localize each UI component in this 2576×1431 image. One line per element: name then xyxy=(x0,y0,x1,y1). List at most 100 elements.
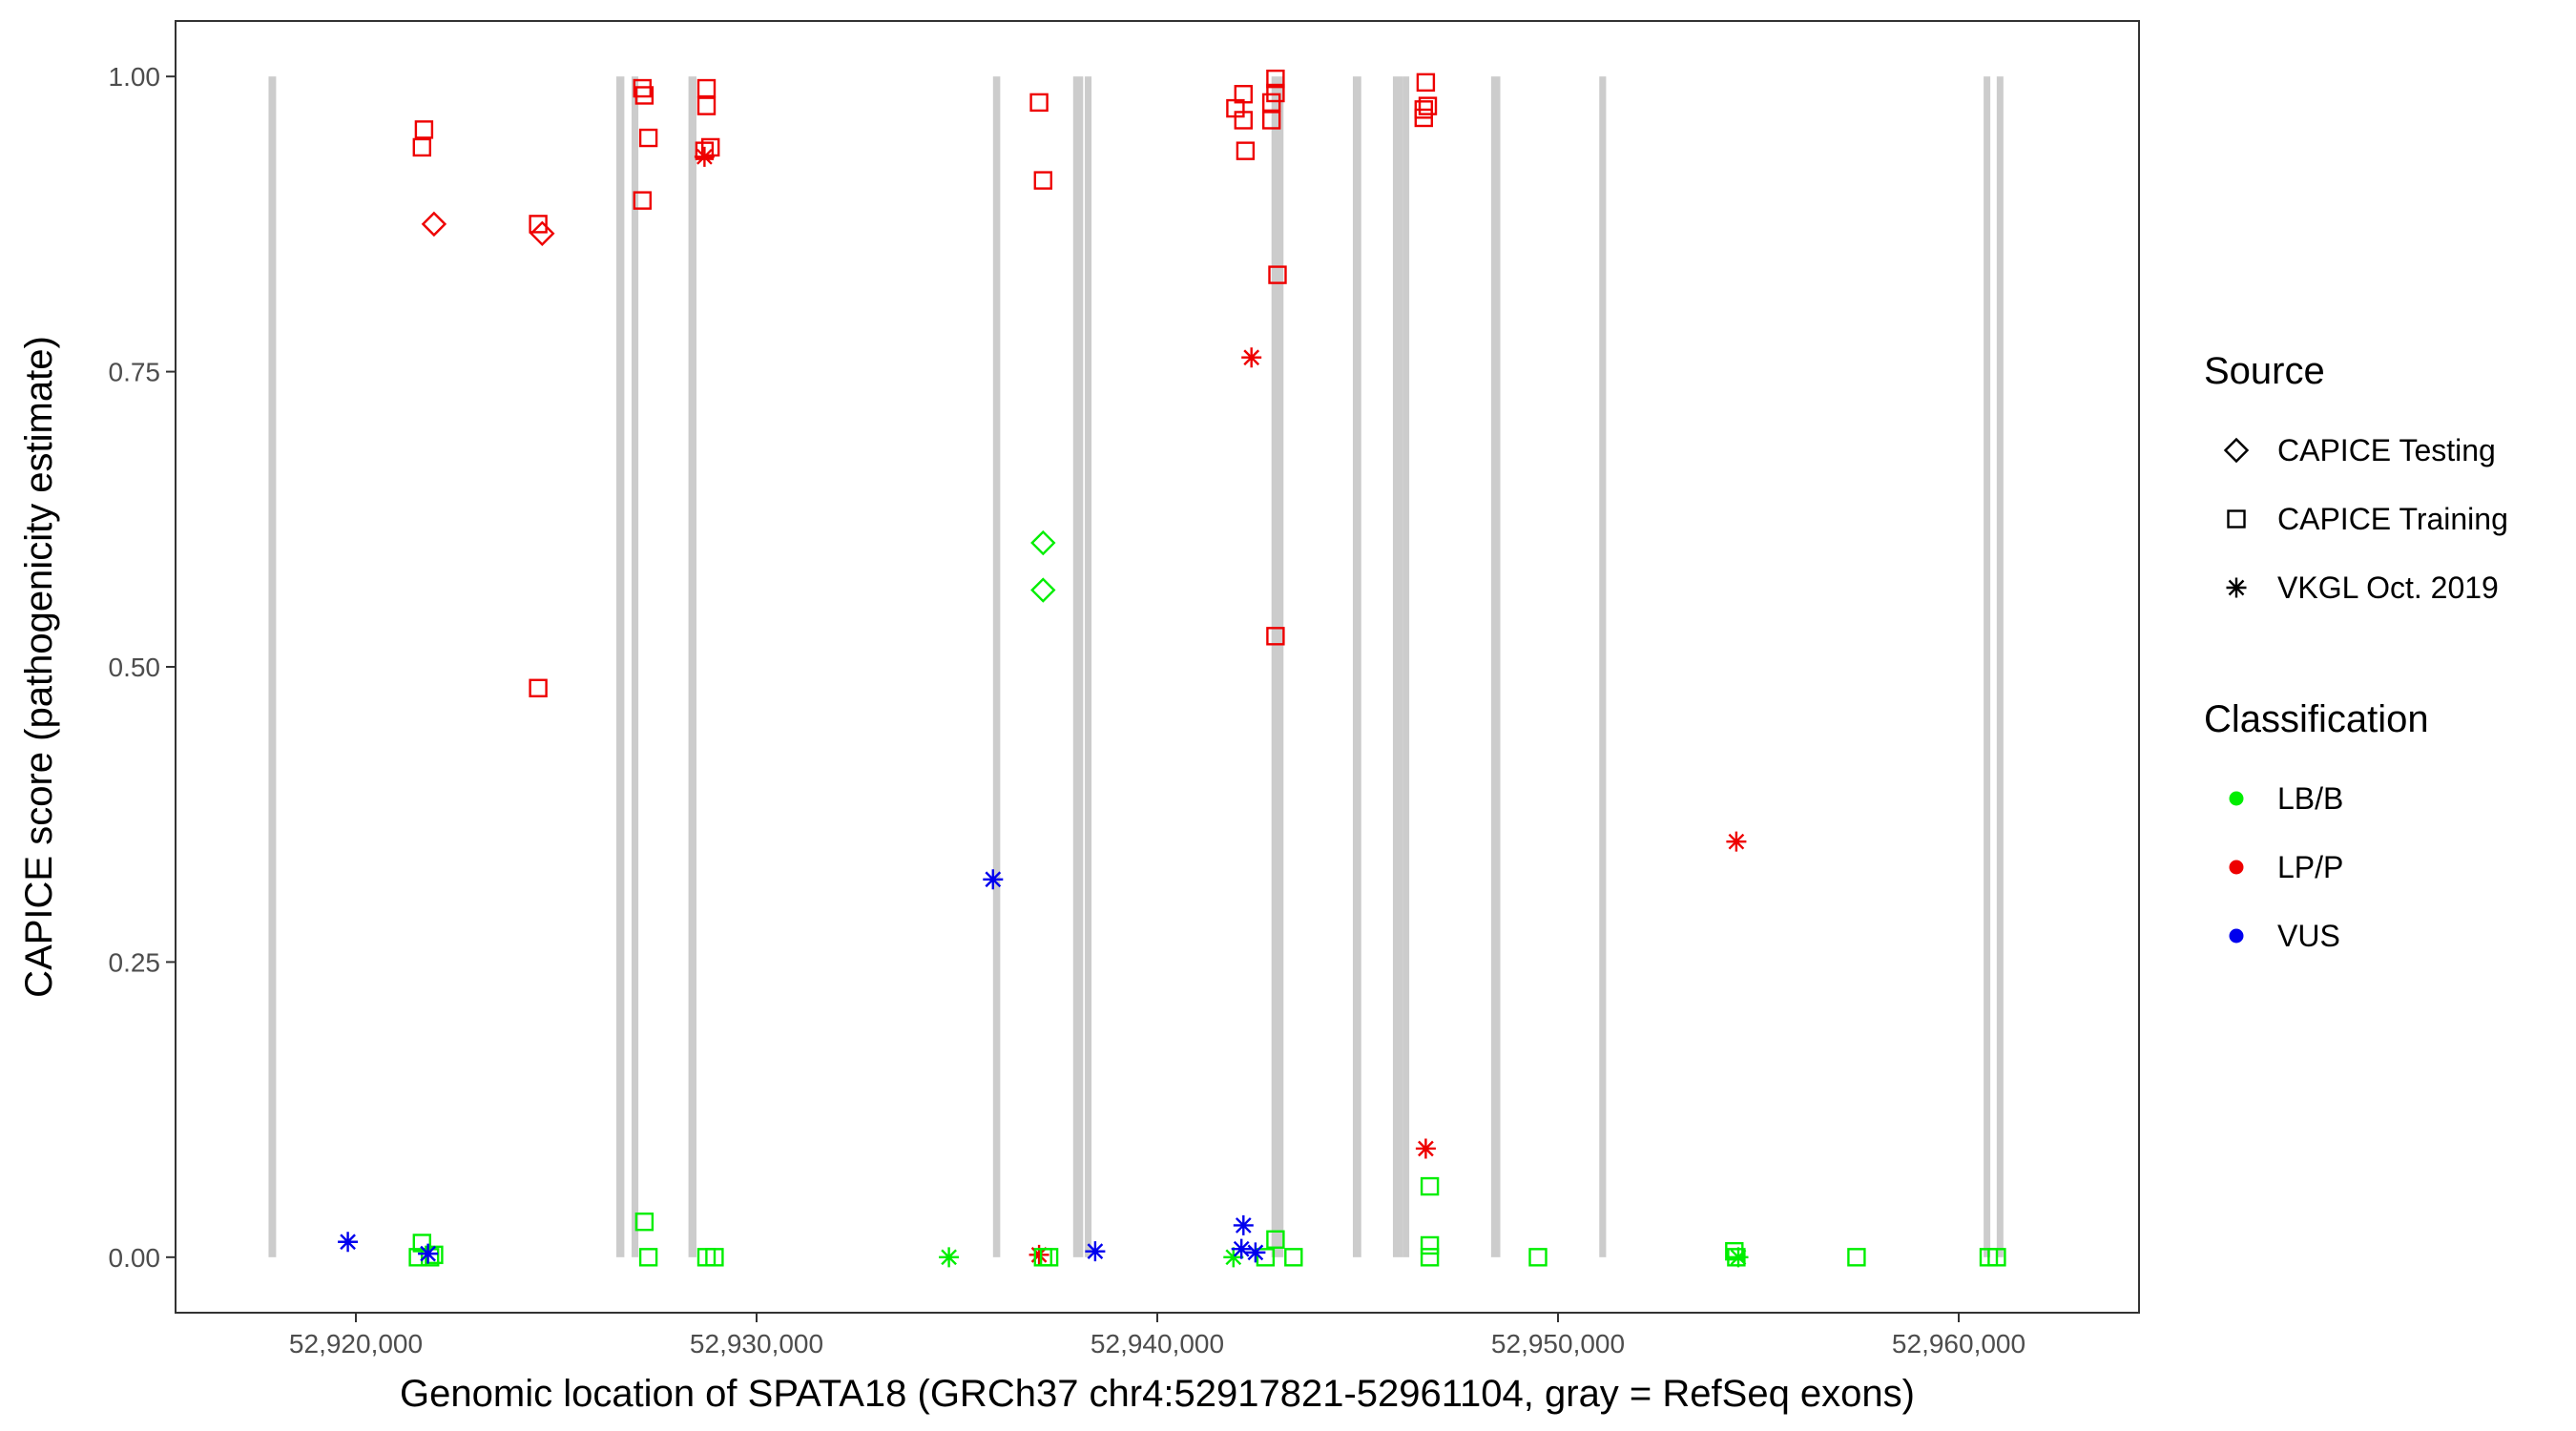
exon-band-12 xyxy=(1490,76,1501,1257)
legend-title: Source xyxy=(2204,350,2325,392)
data-point-11 xyxy=(696,78,717,98)
legend-label: LB/B xyxy=(2277,781,2343,816)
x-tick-label: 52,930,000 xyxy=(690,1329,823,1358)
legend-label: CAPICE Testing xyxy=(2277,433,2496,467)
data-point-26 xyxy=(1268,265,1287,284)
exon-band-2 xyxy=(616,76,625,1257)
data-point-68 xyxy=(1231,1238,1252,1259)
data-point-32 xyxy=(1414,108,1434,128)
data-point-40 xyxy=(421,1248,440,1267)
legend-key-dot xyxy=(2229,860,2244,875)
data-point-10 xyxy=(633,191,652,210)
legend-key-asterisk xyxy=(2226,577,2247,598)
exon-band-1 xyxy=(268,76,277,1257)
data-point-54 xyxy=(1420,1235,1440,1255)
data-point-66 xyxy=(1085,1241,1106,1262)
exon-band-14 xyxy=(1984,76,1991,1257)
data-point-65 xyxy=(983,869,1004,890)
data-point-63 xyxy=(338,1232,359,1253)
data-point-56 xyxy=(1528,1248,1548,1267)
data-point-6 xyxy=(529,678,548,697)
data-point-62 xyxy=(1987,1248,2006,1267)
legend-title: Classification xyxy=(2204,698,2429,740)
data-point-22 xyxy=(1266,69,1285,89)
x-tick-label: 52,920,000 xyxy=(289,1329,423,1358)
data-point-60 xyxy=(1847,1248,1866,1267)
exon-band-11 xyxy=(1402,76,1410,1257)
x-tick-label: 52,960,000 xyxy=(1892,1329,2025,1358)
data-points xyxy=(338,69,2006,1268)
data-point-27 xyxy=(1266,627,1285,646)
data-point-37 xyxy=(1030,577,1056,603)
data-point-8 xyxy=(634,86,654,105)
data-point-15 xyxy=(694,146,715,167)
data-point-24 xyxy=(1261,93,1281,113)
data-point-23 xyxy=(1266,83,1285,103)
exon-band-6 xyxy=(1072,76,1084,1257)
data-point-1 xyxy=(414,120,434,139)
data-point-28 xyxy=(1241,347,1262,368)
exon-band-3 xyxy=(631,76,639,1257)
data-point-12 xyxy=(696,96,717,115)
data-point-2 xyxy=(412,137,431,157)
data-point-34 xyxy=(1726,831,1747,852)
data-point-53 xyxy=(1420,1176,1440,1196)
exon-band-8 xyxy=(1271,76,1284,1257)
data-point-30 xyxy=(1418,96,1438,115)
data-point-69 xyxy=(1245,1242,1266,1263)
data-point-35 xyxy=(1028,1244,1049,1265)
legend: Source CAPICE Testing CAPICE Training VKGL … xyxy=(2204,350,2508,953)
data-point-13 xyxy=(701,137,720,157)
y-tick-label: 0.00 xyxy=(109,1243,161,1273)
data-point-52 xyxy=(1284,1248,1303,1267)
data-point-36 xyxy=(1030,529,1056,556)
x-axis: 52,920,000 52,930,000 52,940,000 52,950,000… xyxy=(289,1313,2025,1358)
data-point-33 xyxy=(1415,1138,1436,1159)
y-axis: 0.00 0.25 0.50 0.75 1.00 xyxy=(109,62,176,1273)
data-point-46 xyxy=(939,1247,960,1268)
exon-band-9 xyxy=(1352,76,1361,1257)
y-tick-label: 0.25 xyxy=(109,947,161,977)
x-axis-title: Genomic location of SPATA18 (GRCh37 chr4… xyxy=(400,1373,1915,1415)
data-point-4 xyxy=(529,215,548,234)
data-point-16 xyxy=(1029,93,1049,113)
exon-band-7 xyxy=(1085,76,1092,1257)
legend-label: CAPICE Training xyxy=(2277,502,2508,536)
data-point-55 xyxy=(1420,1248,1440,1267)
exon-bands xyxy=(268,76,2004,1257)
data-point-45 xyxy=(705,1248,724,1267)
legend-key-dot xyxy=(2229,791,2244,806)
data-point-20 xyxy=(1234,111,1254,130)
y-tick-label: 0.50 xyxy=(109,653,161,682)
legend-key-dot xyxy=(2229,928,2244,944)
data-point-9 xyxy=(638,128,658,148)
legend-group-1: Source CAPICE Testing CAPICE Training VKGL … xyxy=(2204,350,2508,605)
exon-band-10 xyxy=(1392,76,1403,1257)
legend-key-square xyxy=(2227,509,2246,529)
data-point-51 xyxy=(1266,1230,1285,1249)
data-point-64 xyxy=(418,1243,439,1264)
data-point-42 xyxy=(634,1213,654,1232)
y-tick-label: 0.75 xyxy=(109,358,161,387)
legend-key-diamond xyxy=(2223,437,2250,464)
x-tick-label: 52,940,000 xyxy=(1091,1329,1224,1358)
data-point-49 xyxy=(1223,1247,1244,1268)
data-point-67 xyxy=(1233,1214,1254,1235)
data-point-5 xyxy=(530,220,555,246)
exon-band-5 xyxy=(992,76,1001,1257)
exon-band-15 xyxy=(1996,76,2004,1257)
data-point-50 xyxy=(1256,1248,1276,1267)
legend-group-2: Classification LB/B LP/P VUS xyxy=(2204,698,2429,953)
data-point-29 xyxy=(1416,73,1436,93)
exon-band-13 xyxy=(1599,76,1607,1257)
data-point-48 xyxy=(1039,1248,1059,1267)
legend-label: LP/P xyxy=(2277,850,2343,884)
exon-band-4 xyxy=(688,76,696,1257)
y-tick-label: 1.00 xyxy=(109,62,161,92)
data-point-25 xyxy=(1261,111,1281,130)
data-point-59 xyxy=(1728,1247,1749,1268)
data-point-57 xyxy=(1725,1241,1744,1261)
data-point-21 xyxy=(1236,141,1256,160)
